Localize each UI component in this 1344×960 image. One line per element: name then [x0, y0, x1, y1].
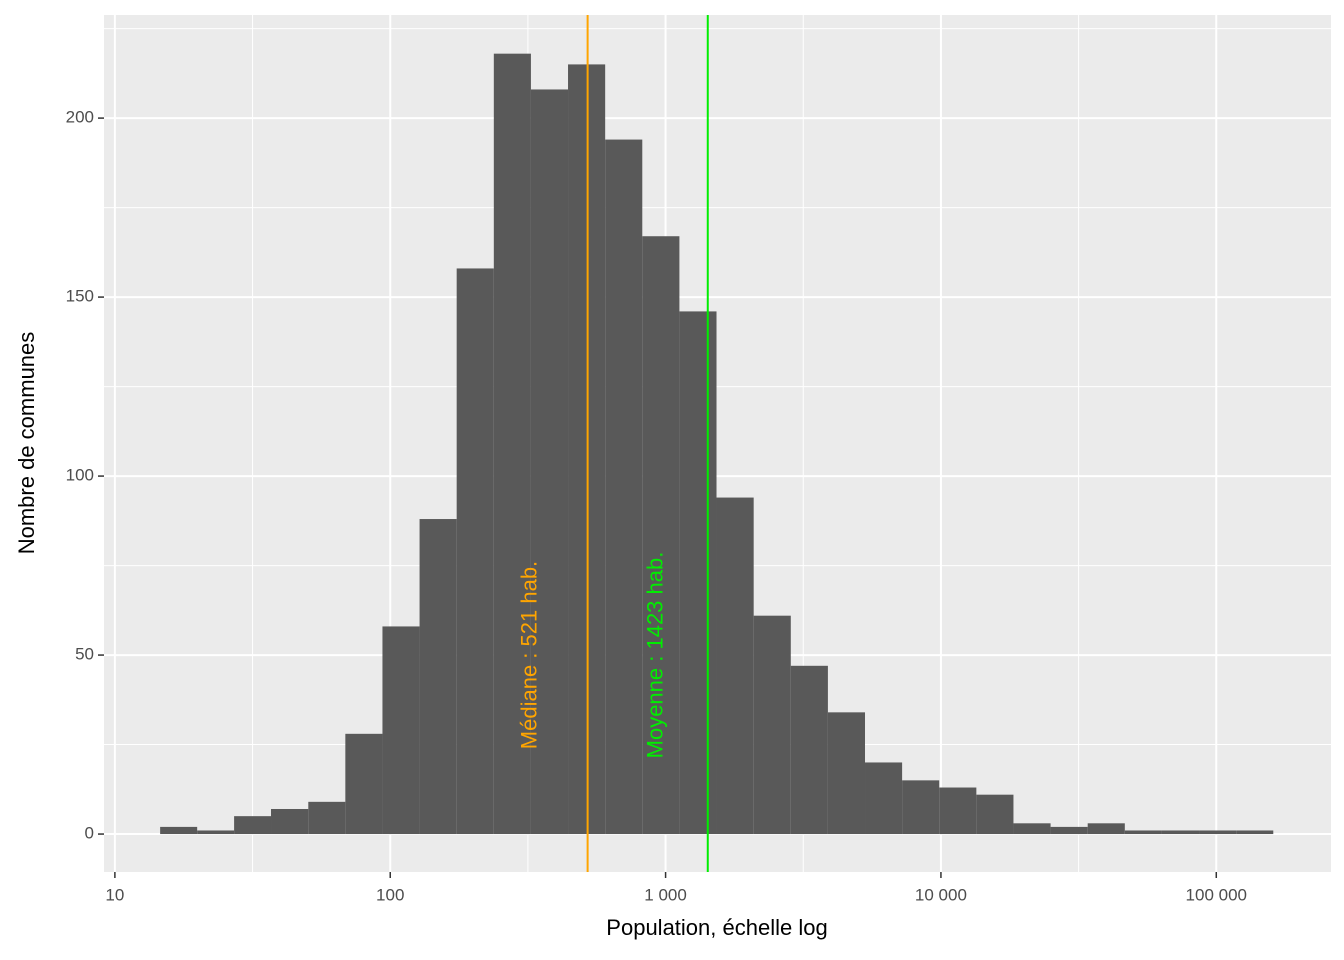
bar	[865, 762, 903, 835]
y-tick-label: 0	[85, 824, 94, 843]
bar	[382, 626, 420, 835]
bar	[1013, 823, 1051, 835]
bar	[160, 826, 198, 835]
bar	[1236, 830, 1274, 835]
bar	[827, 712, 866, 835]
bar	[493, 53, 531, 835]
bar	[642, 236, 680, 835]
bar	[419, 519, 457, 835]
bar	[345, 733, 383, 835]
bar	[530, 89, 569, 835]
y-tick-label: 100	[66, 466, 94, 485]
reference-label: Médiane : 521 hab.	[516, 561, 541, 749]
y-tick-label: 50	[75, 645, 94, 664]
bar	[679, 311, 717, 835]
reference-label: Moyenne : 1423 hab.	[643, 552, 668, 759]
bar	[716, 497, 754, 835]
bar	[568, 64, 606, 835]
bar	[902, 780, 940, 835]
axes: 10 100 1 000 10 000 100 000 0 50 100 150 200	[66, 108, 1247, 905]
bar	[271, 808, 309, 835]
y-tick-label: 200	[66, 108, 94, 127]
x-tick-label: 10	[105, 885, 124, 904]
bar	[1087, 823, 1125, 835]
y-axis-title: Nombre de communes	[14, 332, 39, 555]
bar	[753, 615, 791, 835]
bar	[939, 787, 977, 835]
bar	[1124, 830, 1162, 835]
x-axis-title: Population, échelle log	[606, 915, 827, 940]
x-tick-label: 100	[376, 885, 404, 904]
bar	[605, 139, 643, 835]
x-tick-label: 1 000	[644, 885, 687, 904]
bar	[1161, 830, 1200, 835]
bar	[234, 816, 272, 835]
marks: Médiane : 521 hab. Moyenne : 1423 hab.	[160, 15, 1274, 872]
bar	[308, 801, 346, 835]
bar	[1050, 826, 1088, 835]
x-tick-label: 100 000	[1186, 885, 1247, 904]
bar	[790, 665, 828, 835]
bar	[976, 794, 1014, 835]
bar	[456, 268, 494, 835]
x-tick-label: 10 000	[915, 885, 967, 904]
y-tick-label: 150	[66, 287, 94, 306]
bar	[1199, 830, 1237, 835]
bar	[197, 830, 235, 835]
